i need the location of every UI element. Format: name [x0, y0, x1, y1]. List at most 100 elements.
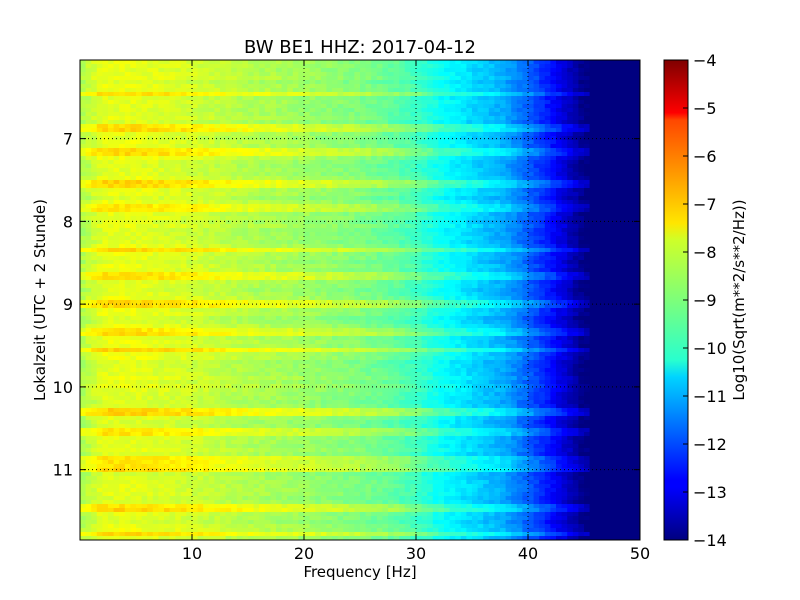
heatmap-cell	[186, 72, 193, 77]
heatmap-cell	[628, 216, 635, 221]
heatmap-cell	[634, 240, 640, 245]
heatmap-cell	[460, 228, 467, 233]
heatmap-cell	[292, 244, 299, 249]
heatmap-cell	[595, 96, 602, 101]
heatmap-cell	[382, 136, 389, 141]
heatmap-cell	[617, 84, 624, 89]
heatmap-cell	[158, 164, 165, 169]
heatmap-cell	[80, 196, 87, 201]
heatmap-cell	[634, 104, 640, 109]
heatmap-cell	[147, 144, 154, 149]
heatmap-cell	[544, 92, 551, 97]
heatmap-cell	[578, 152, 585, 157]
heatmap-cell	[96, 84, 103, 89]
heatmap-cell	[197, 68, 204, 73]
heatmap-cell	[343, 224, 350, 229]
heatmap-cell	[96, 236, 103, 241]
heatmap-cell	[320, 144, 327, 149]
heatmap-cell	[410, 240, 417, 245]
heatmap-cell	[124, 136, 131, 141]
heatmap-cell	[304, 208, 311, 213]
heatmap-cell	[600, 92, 607, 97]
heatmap-cell	[578, 140, 585, 145]
heatmap-cell	[522, 164, 529, 169]
heatmap-cell	[292, 204, 299, 209]
heatmap-cell	[488, 176, 495, 181]
heatmap-cell	[158, 208, 165, 213]
heatmap-cell	[91, 148, 98, 153]
heatmap-cell	[516, 240, 523, 245]
heatmap-cell	[343, 92, 350, 97]
heatmap-cell	[528, 108, 535, 113]
heatmap-cell	[584, 160, 591, 165]
heatmap-cell	[242, 84, 249, 89]
heatmap-cell	[472, 152, 479, 157]
heatmap-cell	[623, 116, 630, 121]
heatmap-cell	[270, 72, 277, 77]
heatmap-cell	[595, 60, 602, 65]
heatmap-cell	[169, 164, 176, 169]
heatmap-cell	[236, 164, 243, 169]
heatmap-cell	[236, 168, 243, 173]
heatmap-cell	[628, 180, 635, 185]
heatmap-cell	[264, 240, 271, 245]
heatmap-cell	[533, 184, 540, 189]
heatmap-cell	[444, 256, 451, 261]
heatmap-cell	[494, 196, 501, 201]
heatmap-cell	[427, 92, 434, 97]
heatmap-cell	[152, 176, 159, 181]
heatmap-cell	[248, 68, 255, 73]
heatmap-cell	[477, 244, 484, 249]
heatmap-cell	[427, 172, 434, 177]
heatmap-cell	[354, 156, 361, 161]
heatmap-cell	[455, 68, 462, 73]
heatmap-cell	[460, 216, 467, 221]
heatmap-cell	[169, 144, 176, 149]
heatmap-cell	[388, 200, 395, 205]
heatmap-cell	[287, 84, 294, 89]
heatmap-cell	[516, 80, 523, 85]
heatmap-cell	[343, 228, 350, 233]
heatmap-cell	[147, 240, 154, 245]
heatmap-cell	[399, 128, 406, 133]
heatmap-cell	[572, 168, 579, 173]
heatmap-cell	[505, 124, 512, 129]
heatmap-cell	[186, 256, 193, 261]
heatmap-cell	[320, 100, 327, 105]
heatmap-cell	[628, 152, 635, 157]
heatmap-cell	[617, 176, 624, 181]
heatmap-cell	[360, 172, 367, 177]
heatmap-cell	[164, 216, 171, 221]
heatmap-cell	[388, 96, 395, 101]
heatmap-cell	[354, 64, 361, 69]
heatmap-cell	[589, 204, 596, 209]
heatmap-cell	[186, 240, 193, 245]
heatmap-cell	[427, 120, 434, 125]
heatmap-cell	[225, 148, 232, 153]
heatmap-cell	[332, 180, 339, 185]
heatmap-cell	[337, 104, 344, 109]
heatmap-cell	[270, 180, 277, 185]
heatmap-cell	[186, 208, 193, 213]
heatmap-cell	[348, 200, 355, 205]
heatmap-cell	[634, 228, 640, 233]
heatmap-cell	[438, 72, 445, 77]
heatmap-cell	[472, 80, 479, 85]
heatmap-cell	[102, 140, 109, 145]
heatmap-cell	[169, 248, 176, 253]
heatmap-cell	[606, 132, 613, 137]
heatmap-cell	[556, 224, 563, 229]
heatmap-cell	[522, 176, 529, 181]
heatmap-cell	[130, 116, 137, 121]
heatmap-cell	[600, 120, 607, 125]
heatmap-cell	[561, 108, 568, 113]
heatmap-cell	[578, 136, 585, 141]
heatmap-cell	[231, 112, 238, 117]
heatmap-cell	[612, 156, 619, 161]
heatmap-cell	[612, 204, 619, 209]
heatmap-cell	[80, 228, 87, 233]
heatmap-cell	[214, 136, 221, 141]
heatmap-cell	[119, 164, 126, 169]
heatmap-cell	[477, 232, 484, 237]
heatmap-cell	[147, 140, 154, 145]
